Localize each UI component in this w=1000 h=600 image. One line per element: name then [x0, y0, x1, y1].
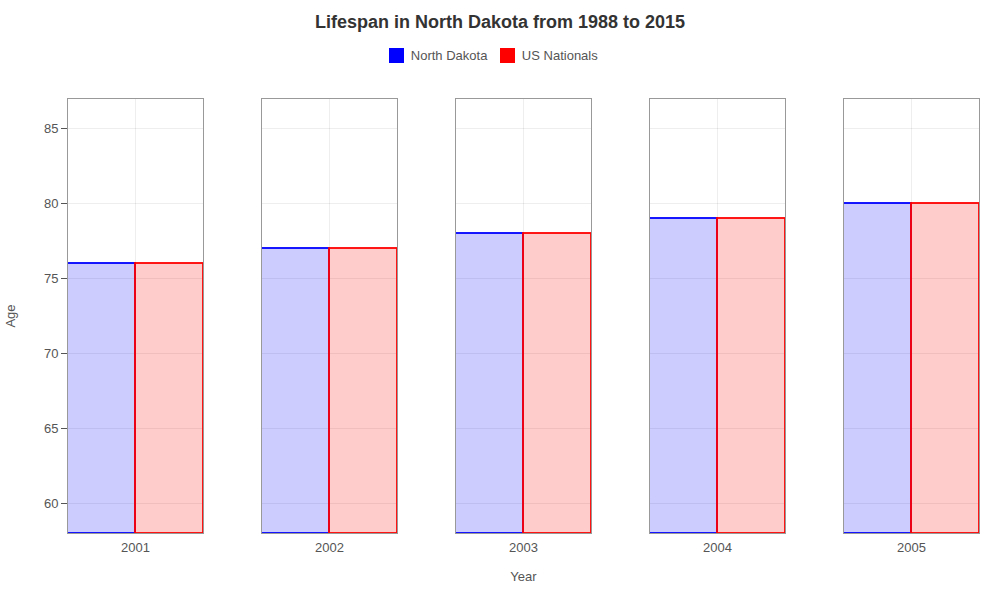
svg-text:Age: Age	[3, 304, 18, 327]
svg-text:65: 65	[44, 420, 58, 435]
svg-text:70: 70	[44, 345, 58, 360]
svg-text:75: 75	[44, 270, 58, 285]
html-text:US Nationals: US Nationals	[521, 48, 598, 63]
svg-text:2002: 2002	[315, 539, 344, 554]
svg-text:80: 80	[44, 195, 58, 210]
svg-text:85: 85	[44, 120, 58, 135]
svg-text:2005: 2005	[897, 539, 926, 554]
html-text:Lifespan in North Dakota from: Lifespan in North Dakota from 1988 to 20…	[314, 12, 685, 32]
svg-text:Year: Year	[510, 568, 537, 583]
svg-text:2001: 2001	[121, 539, 150, 554]
html-text:North Dakota: North Dakota	[410, 48, 488, 63]
svg-text:2003: 2003	[509, 539, 538, 554]
svg-text:60: 60	[44, 495, 58, 510]
svg-text:2004: 2004	[703, 539, 732, 554]
